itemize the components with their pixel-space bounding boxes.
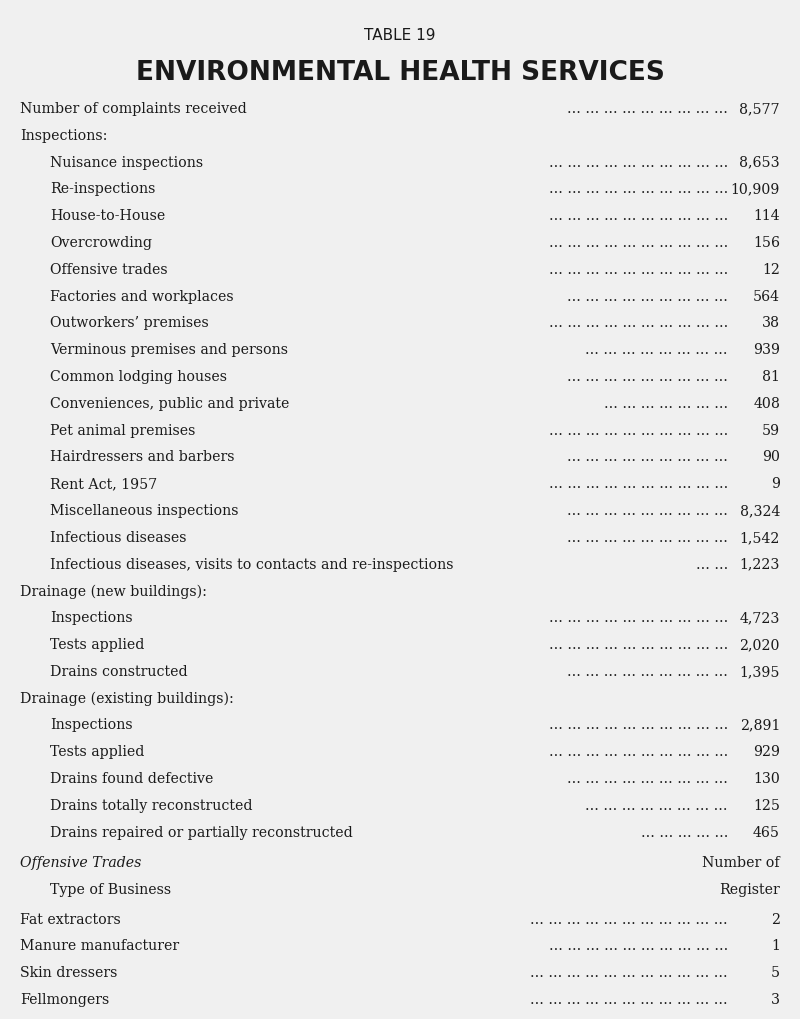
- Text: 59: 59: [762, 423, 780, 437]
- Text: Drains totally reconstructed: Drains totally reconstructed: [50, 798, 253, 812]
- Text: Drains found defective: Drains found defective: [50, 771, 214, 786]
- Text: 564: 564: [753, 289, 780, 304]
- Text: 939: 939: [753, 342, 780, 357]
- Text: ... ... ... ... ... ... ... ... ... ...: ... ... ... ... ... ... ... ... ... ...: [549, 717, 728, 732]
- Text: Offensive trades: Offensive trades: [50, 263, 168, 276]
- Text: ... ... ... ... ... ... ... ... ... ... ...: ... ... ... ... ... ... ... ... ... ... …: [530, 912, 728, 926]
- Text: 125: 125: [753, 798, 780, 812]
- Text: ... ... ... ... ... ... ... ... ... ...: ... ... ... ... ... ... ... ... ... ...: [549, 182, 728, 197]
- Text: 81: 81: [762, 370, 780, 383]
- Text: 465: 465: [753, 824, 780, 839]
- Text: ... ... ... ... ... ... ... ... ... ...: ... ... ... ... ... ... ... ... ... ...: [549, 235, 728, 250]
- Text: Factories and workplaces: Factories and workplaces: [50, 289, 234, 304]
- Text: ... ... ... ... ... ... ... ... ... ...: ... ... ... ... ... ... ... ... ... ...: [549, 316, 728, 330]
- Text: ... ... ... ... ... ... ... ... ... ...: ... ... ... ... ... ... ... ... ... ...: [549, 477, 728, 491]
- Text: Hairdressers and barbers: Hairdressers and barbers: [50, 450, 234, 464]
- Text: ... ... ... ... ... ... ... ... ... ...: ... ... ... ... ... ... ... ... ... ...: [549, 423, 728, 437]
- Text: ... ... ... ... ... ... ... ... ...: ... ... ... ... ... ... ... ... ...: [567, 530, 728, 544]
- Text: Inspections:: Inspections:: [20, 128, 107, 143]
- Text: TABLE 19: TABLE 19: [364, 28, 436, 43]
- Text: 8,324: 8,324: [740, 503, 780, 518]
- Text: ... ... ... ... ... ... ... ... ... ...: ... ... ... ... ... ... ... ... ... ...: [549, 209, 728, 223]
- Text: 2: 2: [771, 912, 780, 926]
- Text: Register: Register: [719, 882, 780, 897]
- Text: ... ... ... ... ... ... ... ... ... ...: ... ... ... ... ... ... ... ... ... ...: [549, 156, 728, 169]
- Text: 8,577: 8,577: [739, 102, 780, 116]
- Text: ... ... ... ... ... ... ... ...: ... ... ... ... ... ... ... ...: [586, 342, 728, 357]
- Text: 1,395: 1,395: [739, 664, 780, 678]
- Text: ... ... ... ... ... ... ... ... ...: ... ... ... ... ... ... ... ... ...: [567, 289, 728, 304]
- Text: ... ... ... ... ... ... ... ...: ... ... ... ... ... ... ... ...: [586, 798, 728, 812]
- Text: Tests applied: Tests applied: [50, 637, 144, 651]
- Text: 2,020: 2,020: [739, 637, 780, 651]
- Text: Fat extractors: Fat extractors: [20, 912, 121, 926]
- Text: Re-inspections: Re-inspections: [50, 182, 155, 197]
- Text: Offensive Trades: Offensive Trades: [20, 856, 142, 869]
- Text: 10,909: 10,909: [730, 182, 780, 197]
- Text: 5: 5: [771, 965, 780, 979]
- Text: 9: 9: [771, 477, 780, 491]
- Text: Inspections: Inspections: [50, 717, 133, 732]
- Text: Verminous premises and persons: Verminous premises and persons: [50, 342, 288, 357]
- Text: Tests applied: Tests applied: [50, 745, 144, 758]
- Text: Rent Act, 1957: Rent Act, 1957: [50, 477, 158, 491]
- Text: 4,723: 4,723: [740, 610, 780, 625]
- Text: Number of: Number of: [702, 856, 780, 869]
- Text: Number of complaints received: Number of complaints received: [20, 102, 246, 116]
- Text: 114: 114: [754, 209, 780, 223]
- Text: Fellmongers: Fellmongers: [20, 993, 110, 1006]
- Text: Miscellaneous inspections: Miscellaneous inspections: [50, 503, 238, 518]
- Text: ENVIRONMENTAL HEALTH SERVICES: ENVIRONMENTAL HEALTH SERVICES: [135, 60, 665, 86]
- Text: Infectious diseases, visits to contacts and re-inspections: Infectious diseases, visits to contacts …: [50, 557, 454, 571]
- Text: House-to-House: House-to-House: [50, 209, 166, 223]
- Text: ... ... ... ... ... ... ... ... ...: ... ... ... ... ... ... ... ... ...: [567, 664, 728, 678]
- Text: ... ... ... ... ... ... ... ... ... ...: ... ... ... ... ... ... ... ... ... ...: [549, 938, 728, 953]
- Text: Conveniences, public and private: Conveniences, public and private: [50, 396, 290, 411]
- Text: ... ... ... ... ... ... ... ... ...: ... ... ... ... ... ... ... ... ...: [567, 370, 728, 383]
- Text: ... ... ... ... ... ... ... ... ... ...: ... ... ... ... ... ... ... ... ... ...: [549, 263, 728, 276]
- Text: 8,653: 8,653: [739, 156, 780, 169]
- Text: Pet animal premises: Pet animal premises: [50, 423, 195, 437]
- Text: 408: 408: [753, 396, 780, 411]
- Text: Skin dressers: Skin dressers: [20, 965, 118, 979]
- Text: 90: 90: [762, 450, 780, 464]
- Text: ... ... ... ... ... ... ... ... ...: ... ... ... ... ... ... ... ... ...: [567, 503, 728, 518]
- Text: ... ... ... ... ... ... ... ... ... ... ...: ... ... ... ... ... ... ... ... ... ... …: [530, 965, 728, 979]
- Text: 2,891: 2,891: [740, 717, 780, 732]
- Text: ... ... ... ... ...: ... ... ... ... ...: [641, 824, 728, 839]
- Text: ... ... ... ... ... ... ... ... ...: ... ... ... ... ... ... ... ... ...: [567, 450, 728, 464]
- Text: Outworkers’ premises: Outworkers’ premises: [50, 316, 209, 330]
- Text: ... ...: ... ...: [696, 557, 728, 571]
- Text: Drains repaired or partially reconstructed: Drains repaired or partially reconstruct…: [50, 824, 353, 839]
- Text: Common lodging houses: Common lodging houses: [50, 370, 227, 383]
- Text: ... ... ... ... ... ... ... ... ... ...: ... ... ... ... ... ... ... ... ... ...: [549, 610, 728, 625]
- Text: 1,542: 1,542: [740, 530, 780, 544]
- Text: Drains constructed: Drains constructed: [50, 664, 188, 678]
- Text: Overcrowding: Overcrowding: [50, 235, 152, 250]
- Text: ... ... ... ... ... ... ... ... ... ... ...: ... ... ... ... ... ... ... ... ... ... …: [530, 993, 728, 1006]
- Text: 156: 156: [753, 235, 780, 250]
- Text: Inspections: Inspections: [50, 610, 133, 625]
- Text: Type of Business: Type of Business: [50, 882, 171, 897]
- Text: 38: 38: [762, 316, 780, 330]
- Text: 130: 130: [753, 771, 780, 786]
- Text: 3: 3: [771, 993, 780, 1006]
- Text: ... ... ... ... ... ... ...: ... ... ... ... ... ... ...: [604, 396, 728, 411]
- Text: ... ... ... ... ... ... ... ... ... ...: ... ... ... ... ... ... ... ... ... ...: [549, 637, 728, 651]
- Text: Infectious diseases: Infectious diseases: [50, 530, 186, 544]
- Text: Nuisance inspections: Nuisance inspections: [50, 156, 203, 169]
- Text: 1: 1: [771, 938, 780, 953]
- Text: 12: 12: [762, 263, 780, 276]
- Text: Drainage (existing buildings):: Drainage (existing buildings):: [20, 691, 234, 705]
- Text: Manure manufacturer: Manure manufacturer: [20, 938, 179, 953]
- Text: 929: 929: [753, 745, 780, 758]
- Text: 1,223: 1,223: [740, 557, 780, 571]
- Text: ... ... ... ... ... ... ... ... ...: ... ... ... ... ... ... ... ... ...: [567, 771, 728, 786]
- Text: ... ... ... ... ... ... ... ... ...: ... ... ... ... ... ... ... ... ...: [567, 102, 728, 116]
- Text: ... ... ... ... ... ... ... ... ... ...: ... ... ... ... ... ... ... ... ... ...: [549, 745, 728, 758]
- Text: Drainage (new buildings):: Drainage (new buildings):: [20, 584, 207, 598]
